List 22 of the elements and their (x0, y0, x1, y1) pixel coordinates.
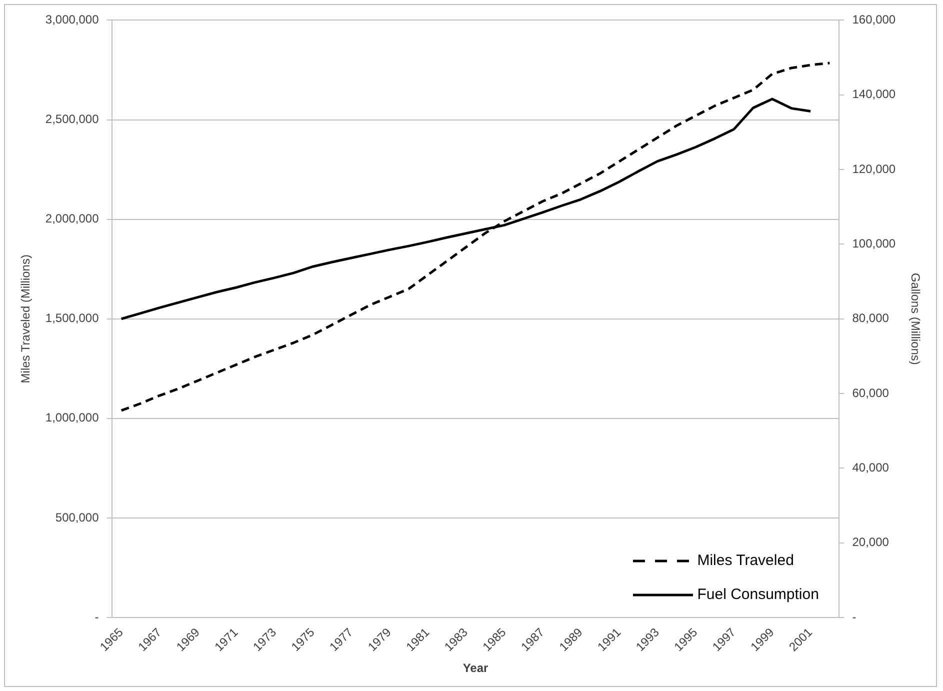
y-tick-label: 1,500,000 (45, 311, 100, 326)
y2-tick-label: 160,000 (852, 12, 896, 27)
legend-label: Fuel Consumption (697, 586, 819, 604)
y2-tick-label: 60,000 (852, 386, 890, 400)
y2-tick-label: 120,000 (852, 162, 896, 176)
y2-axis-title: Gallons (Millions) (908, 272, 922, 365)
y-tick-label: 500,000 (55, 510, 100, 524)
y2-tick-label: 40,000 (852, 460, 890, 475)
line-series (120, 62, 831, 412)
y-tick-label: 2,000,000 (45, 212, 100, 226)
y-tick-label: 2,500,000 (45, 112, 100, 126)
y-tick-label: - (94, 610, 99, 624)
y-axis-title: Miles Traveled (Millions) (18, 254, 33, 384)
y2-tick-label: 100,000 (852, 236, 896, 251)
y-tick-label: 3,000,000 (45, 12, 100, 27)
y2-tick-label: 20,000 (852, 535, 890, 550)
y2-tick-label: 80,000 (852, 311, 890, 326)
x-axis-title: Year (462, 661, 489, 676)
y2-tick-label: - (852, 610, 856, 624)
y-tick-label: 1,000,000 (45, 410, 100, 425)
y2-tick-label: 140,000 (852, 87, 896, 102)
legend-label: Miles Traveled (697, 552, 794, 570)
